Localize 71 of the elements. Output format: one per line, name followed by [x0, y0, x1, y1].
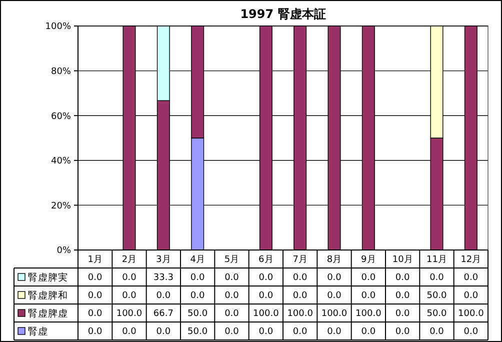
- data-label: 0.0: [190, 273, 206, 284]
- data-label: 0.0: [122, 273, 137, 284]
- x-tick-label: 5月: [224, 255, 240, 266]
- data-label: 0.0: [88, 273, 103, 284]
- data-label: 0.0: [327, 327, 342, 338]
- data-label: 0.0: [464, 327, 478, 338]
- data-label: 0.0: [395, 327, 410, 338]
- legend-label: 腎虚脾虚: [28, 307, 68, 320]
- data-label: 0.0: [88, 327, 103, 338]
- data-label: 0.0: [122, 291, 137, 302]
- data-label: 0.0: [292, 327, 308, 338]
- y-tick-label: 0%: [56, 246, 72, 256]
- data-label: 0.0: [258, 291, 274, 302]
- data-label: 100.0: [116, 309, 142, 320]
- data-label: 100.0: [287, 309, 314, 320]
- data-label: 0.0: [258, 327, 274, 338]
- data-label: 100.0: [321, 309, 348, 320]
- y-tick-label: 40%: [50, 156, 72, 167]
- x-tick-label: 10月: [392, 255, 413, 266]
- data-label: 0.0: [361, 291, 376, 302]
- data-label: 0.0: [327, 273, 342, 284]
- x-tick-label: 8月: [326, 255, 342, 266]
- data-label: 0.0: [122, 327, 137, 338]
- data-label: 100.0: [253, 309, 280, 320]
- data-label: 0.0: [361, 327, 376, 338]
- data-label: 50.0: [426, 309, 448, 320]
- y-tick-label: 100%: [45, 22, 72, 32]
- data-label: 0.0: [156, 291, 171, 302]
- data-label: 100.0: [356, 309, 382, 320]
- data-label: 0.0: [464, 273, 478, 284]
- data-label: 0.0: [224, 327, 240, 338]
- x-tick-label: 9月: [361, 255, 376, 266]
- chart-title: 1997 腎虚本証: [240, 7, 326, 21]
- x-tick-label: 12月: [460, 255, 482, 266]
- data-label: 50.0: [188, 309, 208, 320]
- data-label: 0.0: [190, 291, 206, 302]
- legend-label: 腎虚: [28, 325, 48, 338]
- x-tick-label: 11月: [426, 255, 447, 266]
- data-label: 33.3: [153, 273, 174, 284]
- data-label: 0.0: [395, 291, 410, 302]
- legend-label: 腎虚脾実: [28, 271, 68, 284]
- y-tick-label: 20%: [50, 201, 72, 212]
- data-label: 0.0: [430, 327, 444, 338]
- data-label: 0.0: [224, 291, 240, 302]
- data-label: 0.0: [224, 273, 240, 284]
- data-label: 0.0: [395, 273, 410, 284]
- data-label: 0.0: [258, 273, 274, 284]
- x-tick-label: 1月: [88, 255, 102, 266]
- data-label: 0.0: [88, 291, 103, 302]
- legend-label: 腎虚脾和: [28, 289, 68, 302]
- data-label: 100.0: [458, 309, 484, 320]
- x-tick-label: 6月: [258, 255, 274, 266]
- data-label: 0.0: [88, 309, 103, 320]
- x-tick-label: 4月: [190, 255, 205, 266]
- data-label: 50.0: [188, 327, 208, 338]
- data-label: 0.0: [395, 309, 410, 320]
- data-label: 0.0: [292, 291, 308, 302]
- x-tick-label: 3月: [156, 255, 171, 266]
- data-label: 0.0: [156, 327, 171, 338]
- data-label: 0.0: [292, 273, 308, 284]
- data-label: 0.0: [430, 273, 444, 284]
- data-label: 0.0: [361, 273, 376, 284]
- x-tick-label: 7月: [292, 255, 308, 266]
- data-label: 0.0: [464, 291, 478, 302]
- y-tick-label: 80%: [50, 66, 72, 77]
- data-label: 50.0: [426, 291, 448, 302]
- data-label: 0.0: [224, 309, 240, 320]
- data-label: 66.7: [153, 309, 174, 320]
- x-tick-label: 2月: [122, 255, 137, 266]
- y-tick-label: 60%: [50, 112, 72, 122]
- data-label: 0.0: [327, 291, 342, 302]
